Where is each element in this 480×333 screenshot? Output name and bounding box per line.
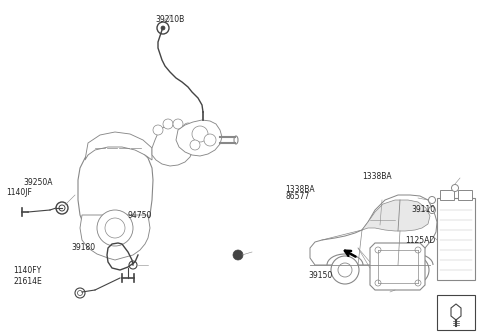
Circle shape <box>161 26 165 30</box>
Polygon shape <box>85 132 152 160</box>
Circle shape <box>153 125 163 135</box>
Polygon shape <box>362 200 430 231</box>
Text: 94750: 94750 <box>127 211 152 220</box>
Text: 39110: 39110 <box>412 205 436 214</box>
Ellipse shape <box>234 136 238 144</box>
Text: 1338BA: 1338BA <box>286 185 315 194</box>
Circle shape <box>375 247 381 253</box>
Circle shape <box>429 206 435 213</box>
Text: 39210B: 39210B <box>156 15 185 24</box>
Circle shape <box>338 263 352 277</box>
Circle shape <box>401 256 429 284</box>
Text: 86577: 86577 <box>286 192 310 201</box>
Polygon shape <box>370 243 425 290</box>
Circle shape <box>375 280 381 286</box>
Circle shape <box>452 184 458 191</box>
Circle shape <box>157 22 169 34</box>
Polygon shape <box>80 215 150 260</box>
Circle shape <box>190 140 200 150</box>
Circle shape <box>77 290 83 295</box>
Text: 1140JF: 1140JF <box>6 188 32 197</box>
Circle shape <box>59 205 65 211</box>
Circle shape <box>183 123 193 133</box>
Circle shape <box>105 218 125 238</box>
FancyBboxPatch shape <box>437 198 475 280</box>
Circle shape <box>192 126 208 142</box>
Polygon shape <box>78 143 153 246</box>
Text: 39150: 39150 <box>309 271 333 280</box>
Circle shape <box>429 196 435 203</box>
Text: 1140FY
21614E: 1140FY 21614E <box>13 266 42 286</box>
Polygon shape <box>310 195 437 265</box>
Polygon shape <box>152 125 194 166</box>
Text: 1338BA: 1338BA <box>362 172 392 181</box>
Circle shape <box>173 119 183 129</box>
Circle shape <box>233 250 243 260</box>
FancyBboxPatch shape <box>440 190 454 200</box>
FancyBboxPatch shape <box>458 190 472 200</box>
Circle shape <box>56 202 68 214</box>
Circle shape <box>331 256 359 284</box>
Text: 39180: 39180 <box>71 243 95 252</box>
Circle shape <box>415 247 421 253</box>
Circle shape <box>97 210 133 246</box>
Circle shape <box>75 288 85 298</box>
Circle shape <box>415 280 421 286</box>
Polygon shape <box>176 120 222 156</box>
Circle shape <box>408 263 422 277</box>
Circle shape <box>163 119 173 129</box>
Polygon shape <box>451 304 461 320</box>
FancyBboxPatch shape <box>437 295 475 330</box>
Text: 1125AD: 1125AD <box>406 236 436 245</box>
Circle shape <box>129 261 137 269</box>
Text: 39250A: 39250A <box>23 178 52 187</box>
Circle shape <box>204 134 216 146</box>
